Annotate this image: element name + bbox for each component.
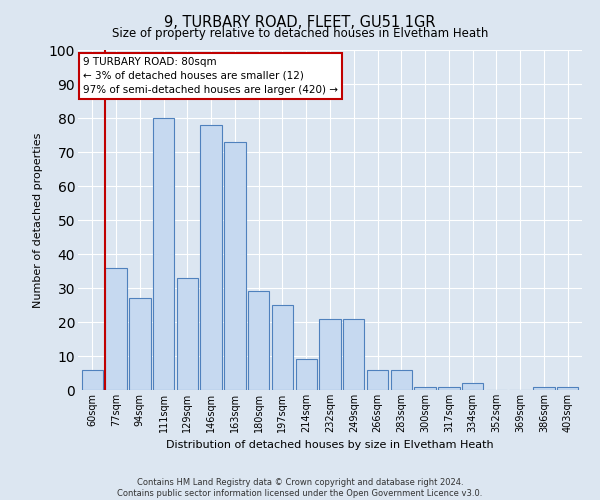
Bar	[272, 305, 293, 390]
Bar	[462, 383, 484, 390]
Bar	[415, 386, 436, 390]
Bar	[200, 125, 222, 390]
X-axis label: Distribution of detached houses by size in Elvetham Heath: Distribution of detached houses by size …	[166, 440, 494, 450]
Bar	[438, 386, 460, 390]
Bar	[343, 318, 364, 390]
Bar	[248, 292, 269, 390]
Bar	[176, 278, 198, 390]
Bar	[296, 360, 317, 390]
Text: 9 TURBARY ROAD: 80sqm
← 3% of detached houses are smaller (12)
97% of semi-detac: 9 TURBARY ROAD: 80sqm ← 3% of detached h…	[83, 57, 338, 95]
Bar	[129, 298, 151, 390]
Bar	[82, 370, 103, 390]
Bar	[367, 370, 388, 390]
Y-axis label: Number of detached properties: Number of detached properties	[33, 132, 43, 308]
Bar	[106, 268, 127, 390]
Bar	[224, 142, 245, 390]
Bar	[153, 118, 174, 390]
Text: Contains HM Land Registry data © Crown copyright and database right 2024.
Contai: Contains HM Land Registry data © Crown c…	[118, 478, 482, 498]
Text: Size of property relative to detached houses in Elvetham Heath: Size of property relative to detached ho…	[112, 28, 488, 40]
Bar	[557, 386, 578, 390]
Bar	[391, 370, 412, 390]
Bar	[533, 386, 554, 390]
Text: 9, TURBARY ROAD, FLEET, GU51 1GR: 9, TURBARY ROAD, FLEET, GU51 1GR	[164, 15, 436, 30]
Bar	[319, 318, 341, 390]
